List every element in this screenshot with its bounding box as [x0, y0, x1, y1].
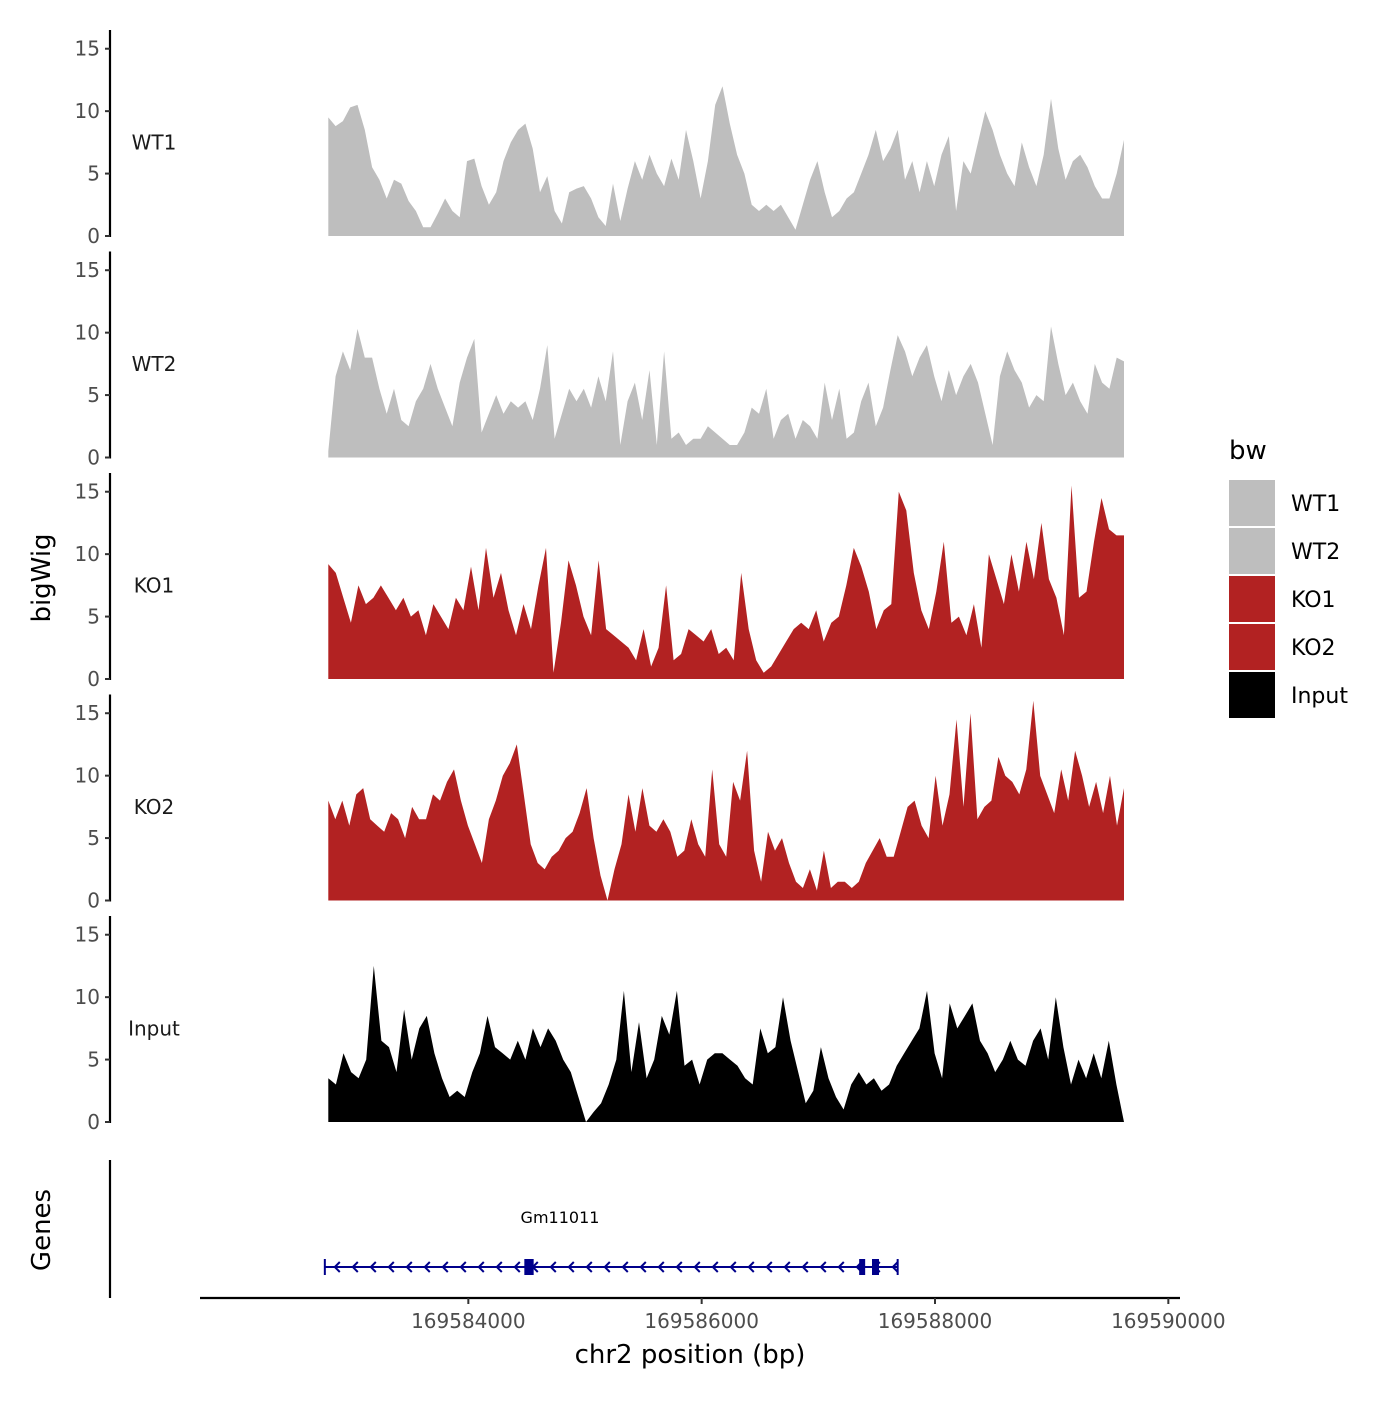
y-tick-label: 5 [87, 383, 100, 407]
y-tick-label: 5 [87, 605, 100, 629]
strand-arrow [477, 1261, 485, 1273]
strand-arrow [891, 1261, 899, 1273]
strand-arrow [567, 1261, 575, 1273]
strand-arrow [603, 1261, 611, 1273]
legend-item-wt2: WT2 [1229, 528, 1340, 574]
x-axis: 169584000 169586000 169588000 169590000 [200, 1296, 1226, 1333]
strand-arrow [765, 1261, 773, 1273]
strand-arrow [585, 1261, 593, 1273]
y-tick-label: 10 [75, 985, 100, 1009]
gene-exon [859, 1259, 866, 1275]
y-tick-label: 0 [87, 446, 100, 470]
legend-title: bw [1229, 436, 1267, 466]
area-ko2 [328, 700, 1124, 901]
y-tick-label: 15 [75, 37, 100, 61]
panel-ko2: 0 5 10 15 KO2 [75, 694, 1124, 913]
x-tick-label: 169584000 [411, 1309, 526, 1333]
legend-item-wt1: WT1 [1229, 480, 1340, 526]
strand-arrow [819, 1261, 827, 1273]
y-axis-title: bigWig [27, 533, 57, 622]
strand-arrow [657, 1261, 665, 1273]
genes-axis-title: Genes [27, 1189, 57, 1271]
panel-label-wt2: WT2 [132, 352, 177, 376]
legend-label: WT2 [1291, 540, 1340, 565]
x-tick-label: 169588000 [878, 1309, 993, 1333]
strand-arrow [837, 1261, 845, 1273]
strand-arrow [495, 1261, 503, 1273]
y-tick-label: 10 [75, 764, 100, 788]
strand-arrow [549, 1261, 557, 1273]
legend: bw WT1 WT2 KO1 KO2 Input [1229, 436, 1348, 718]
legend-item-input: Input [1229, 672, 1348, 718]
strand-arrow [747, 1261, 755, 1273]
strand-arrow [333, 1261, 341, 1273]
strand-arrow [801, 1261, 809, 1273]
panel-label-ko2: KO2 [134, 795, 175, 819]
strand-arrow [693, 1261, 701, 1273]
legend-swatch [1229, 480, 1275, 526]
legend-label: KO1 [1291, 588, 1336, 613]
y-tick-label: 0 [87, 1110, 100, 1134]
legend-swatch [1229, 624, 1275, 670]
strand-arrow [387, 1261, 395, 1273]
x-axis-title: chr2 position (bp) [575, 1340, 806, 1370]
y-tick-label: 15 [75, 923, 100, 947]
legend-label: Input [1291, 684, 1348, 709]
legend-label: WT1 [1291, 492, 1340, 517]
y-tick-label: 15 [75, 480, 100, 504]
strand-arrow [729, 1261, 737, 1273]
legend-label: KO2 [1291, 636, 1336, 661]
strand-arrow [405, 1261, 413, 1273]
gene-exon [524, 1259, 534, 1275]
area-ko1 [328, 485, 1124, 679]
panel-wt1: 0 5 10 15 WT1 [75, 30, 1124, 248]
y-tick-label: 10 [75, 542, 100, 566]
bigwig-panels: 0 5 10 15 WT1 0 5 10 15 WT2 0 5 10 15 KO1 0 5 10 15 KO2 0 5 10… [75, 30, 1124, 1134]
panel-ko1: 0 5 10 15 KO1 [75, 473, 1124, 691]
y-tick-label: 5 [87, 1048, 100, 1072]
area-wt2 [328, 326, 1124, 458]
panel-wt2: 0 5 10 15 WT2 [75, 251, 1124, 470]
strand-arrow [369, 1261, 377, 1273]
strand-arrow [675, 1261, 683, 1273]
y-tick-label: 5 [87, 162, 100, 186]
y-tick-label: 5 [87, 826, 100, 850]
legend-item-ko2: KO2 [1229, 624, 1336, 670]
genes-track: Gm11011 [108, 1160, 899, 1298]
panel-input: 0 5 10 15 Input [75, 916, 1124, 1134]
strand-arrow [783, 1261, 791, 1273]
y-tick-label: 10 [75, 321, 100, 345]
panel-label-input: Input [128, 1016, 180, 1040]
gene-exon [872, 1259, 879, 1275]
strand-arrow [351, 1261, 359, 1273]
y-tick-label: 10 [75, 99, 100, 123]
gene-gm11011: Gm11011 [323, 1208, 899, 1275]
legend-swatch [1229, 528, 1275, 574]
strand-arrow [423, 1261, 431, 1273]
gene-label: Gm11011 [521, 1208, 600, 1227]
strand-arrow [639, 1261, 647, 1273]
panel-label-wt1: WT1 [132, 130, 177, 154]
legend-swatch [1229, 672, 1275, 718]
strand-arrow [459, 1261, 467, 1273]
strand-arrow [513, 1261, 521, 1273]
x-tick-label: 169590000 [1111, 1309, 1226, 1333]
y-tick-label: 15 [75, 701, 100, 725]
y-tick-label: 0 [87, 889, 100, 913]
area-wt1 [328, 86, 1124, 236]
legend-swatch [1229, 576, 1275, 622]
y-tick-label: 15 [75, 258, 100, 282]
panel-label-ko1: KO1 [134, 573, 175, 597]
strand-arrow [621, 1261, 629, 1273]
x-tick-label: 169586000 [644, 1309, 759, 1333]
y-tick-label: 0 [87, 667, 100, 691]
strand-arrow [441, 1261, 449, 1273]
y-tick-label: 0 [87, 224, 100, 248]
legend-item-ko1: KO1 [1229, 576, 1336, 622]
area-input [328, 965, 1124, 1122]
strand-arrow [711, 1261, 719, 1273]
